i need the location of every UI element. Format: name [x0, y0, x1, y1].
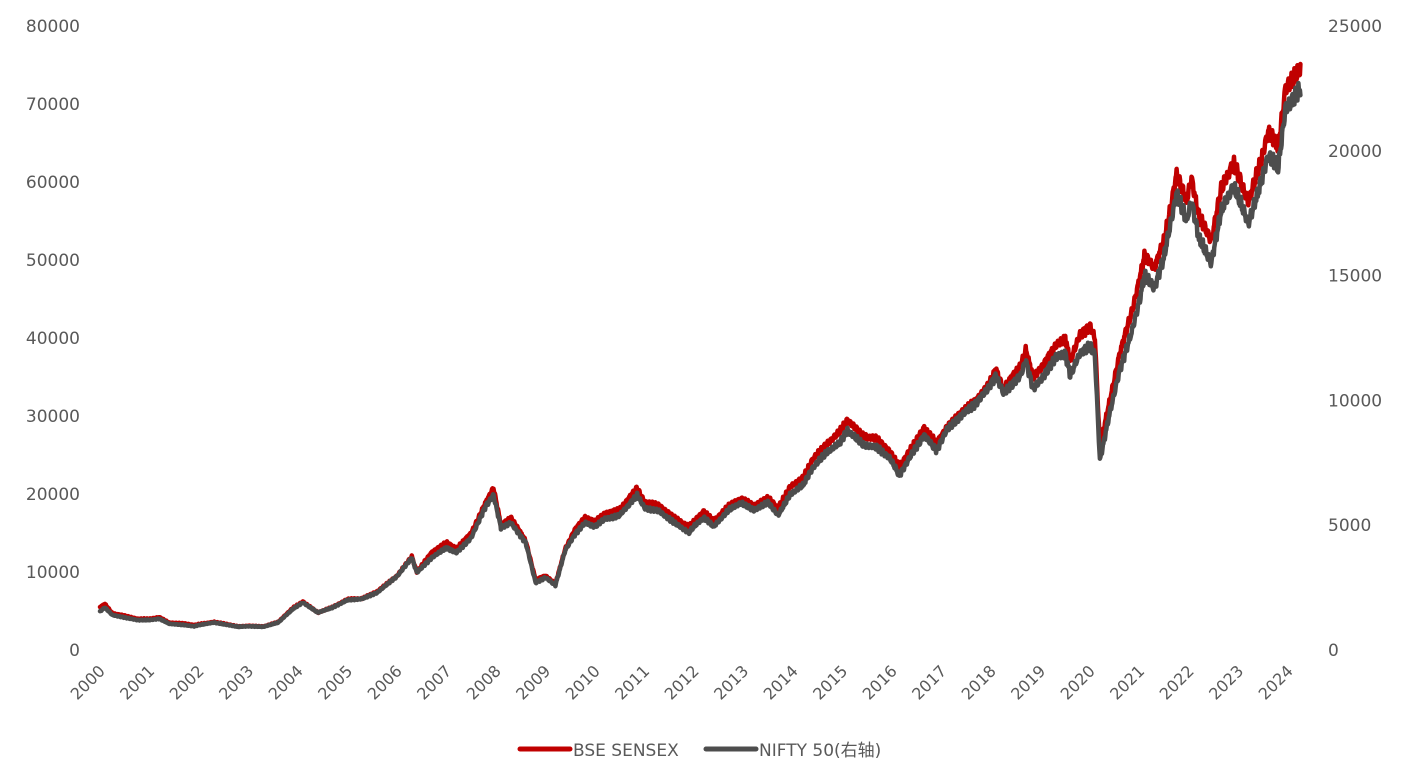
x-axis-tick-label: 2012 [661, 661, 703, 703]
left-axis-tick-label: 60000 [26, 173, 80, 193]
x-axis-tick-label: 2014 [760, 661, 802, 703]
x-axis-tick-label: 2001 [116, 661, 158, 703]
left-axis-tick-label: 70000 [26, 95, 80, 115]
left-axis-tick-label: 20000 [26, 485, 80, 505]
x-axis-tick-labels: 2000 2001 2002 2003 2004 2005 2006 2007 2008 2009… [67, 661, 1297, 703]
series-layer [97, 61, 1303, 630]
x-axis-tick-label: 2000 [67, 661, 109, 703]
x-axis-tick-label: 2005 [314, 661, 356, 703]
x-axis-tick-label: 2002 [166, 661, 208, 703]
left-axis-tick-label: 40000 [26, 329, 80, 349]
left-axis-tick-label: 80000 [26, 17, 80, 37]
x-axis-tick-label: 2021 [1106, 661, 1148, 703]
x-axis-tick-label: 2003 [215, 661, 257, 703]
x-axis-tick-label: 2013 [710, 661, 752, 703]
x-axis-tick-label: 2018 [958, 661, 1000, 703]
left-axis-tick-label: 0 [69, 641, 80, 661]
x-axis-tick-label: 2009 [512, 661, 554, 703]
legend-label: BSE SENSEX [573, 741, 679, 761]
x-axis-tick-label: 2023 [1205, 661, 1247, 703]
x-axis-tick-label: 2017 [908, 661, 950, 703]
x-axis-tick-label: 2004 [265, 661, 307, 703]
left-axis-tick-label: 10000 [26, 563, 80, 583]
legend-label: NIFTY 50(右轴) [759, 741, 881, 761]
right-axis-tick-label: 25000 [1328, 17, 1382, 37]
right-axis-tick-label: 15000 [1328, 267, 1382, 287]
right-axis-tick-label: 10000 [1328, 391, 1382, 411]
right-axis-tick-label: 20000 [1328, 142, 1382, 162]
x-axis-tick-label: 2019 [1007, 661, 1049, 703]
legend: BSE SENSEX NIFTY 50(右轴) [517, 741, 881, 761]
left-axis-tick-label: 50000 [26, 251, 80, 271]
x-axis-tick-label: 2006 [364, 661, 406, 703]
x-axis-tick-label: 2015 [809, 661, 851, 703]
right-axis-tick-label: 5000 [1328, 516, 1371, 536]
x-axis-tick-label: 2010 [562, 661, 604, 703]
right-axis-tick-labels: 0 5000 10000 15000 20000 25000 [1328, 17, 1382, 661]
x-axis-tick-label: 2008 [463, 661, 505, 703]
left-axis-tick-label: 30000 [26, 407, 80, 427]
x-axis-tick-label: 2011 [611, 661, 653, 703]
x-axis-tick-label: 2016 [859, 661, 901, 703]
series-line-nifty-50 [97, 80, 1303, 630]
series-line-bse-sensex [97, 61, 1303, 629]
x-axis-tick-label: 2020 [1057, 661, 1099, 703]
x-axis-tick-label: 2024 [1255, 661, 1297, 703]
x-axis-tick-label: 2022 [1156, 661, 1198, 703]
left-axis-tick-labels: 0 10000 20000 30000 40000 50000 60000 70000 8000… [26, 17, 80, 661]
x-axis-tick-label: 2007 [413, 661, 455, 703]
right-axis-tick-label: 0 [1328, 641, 1339, 661]
